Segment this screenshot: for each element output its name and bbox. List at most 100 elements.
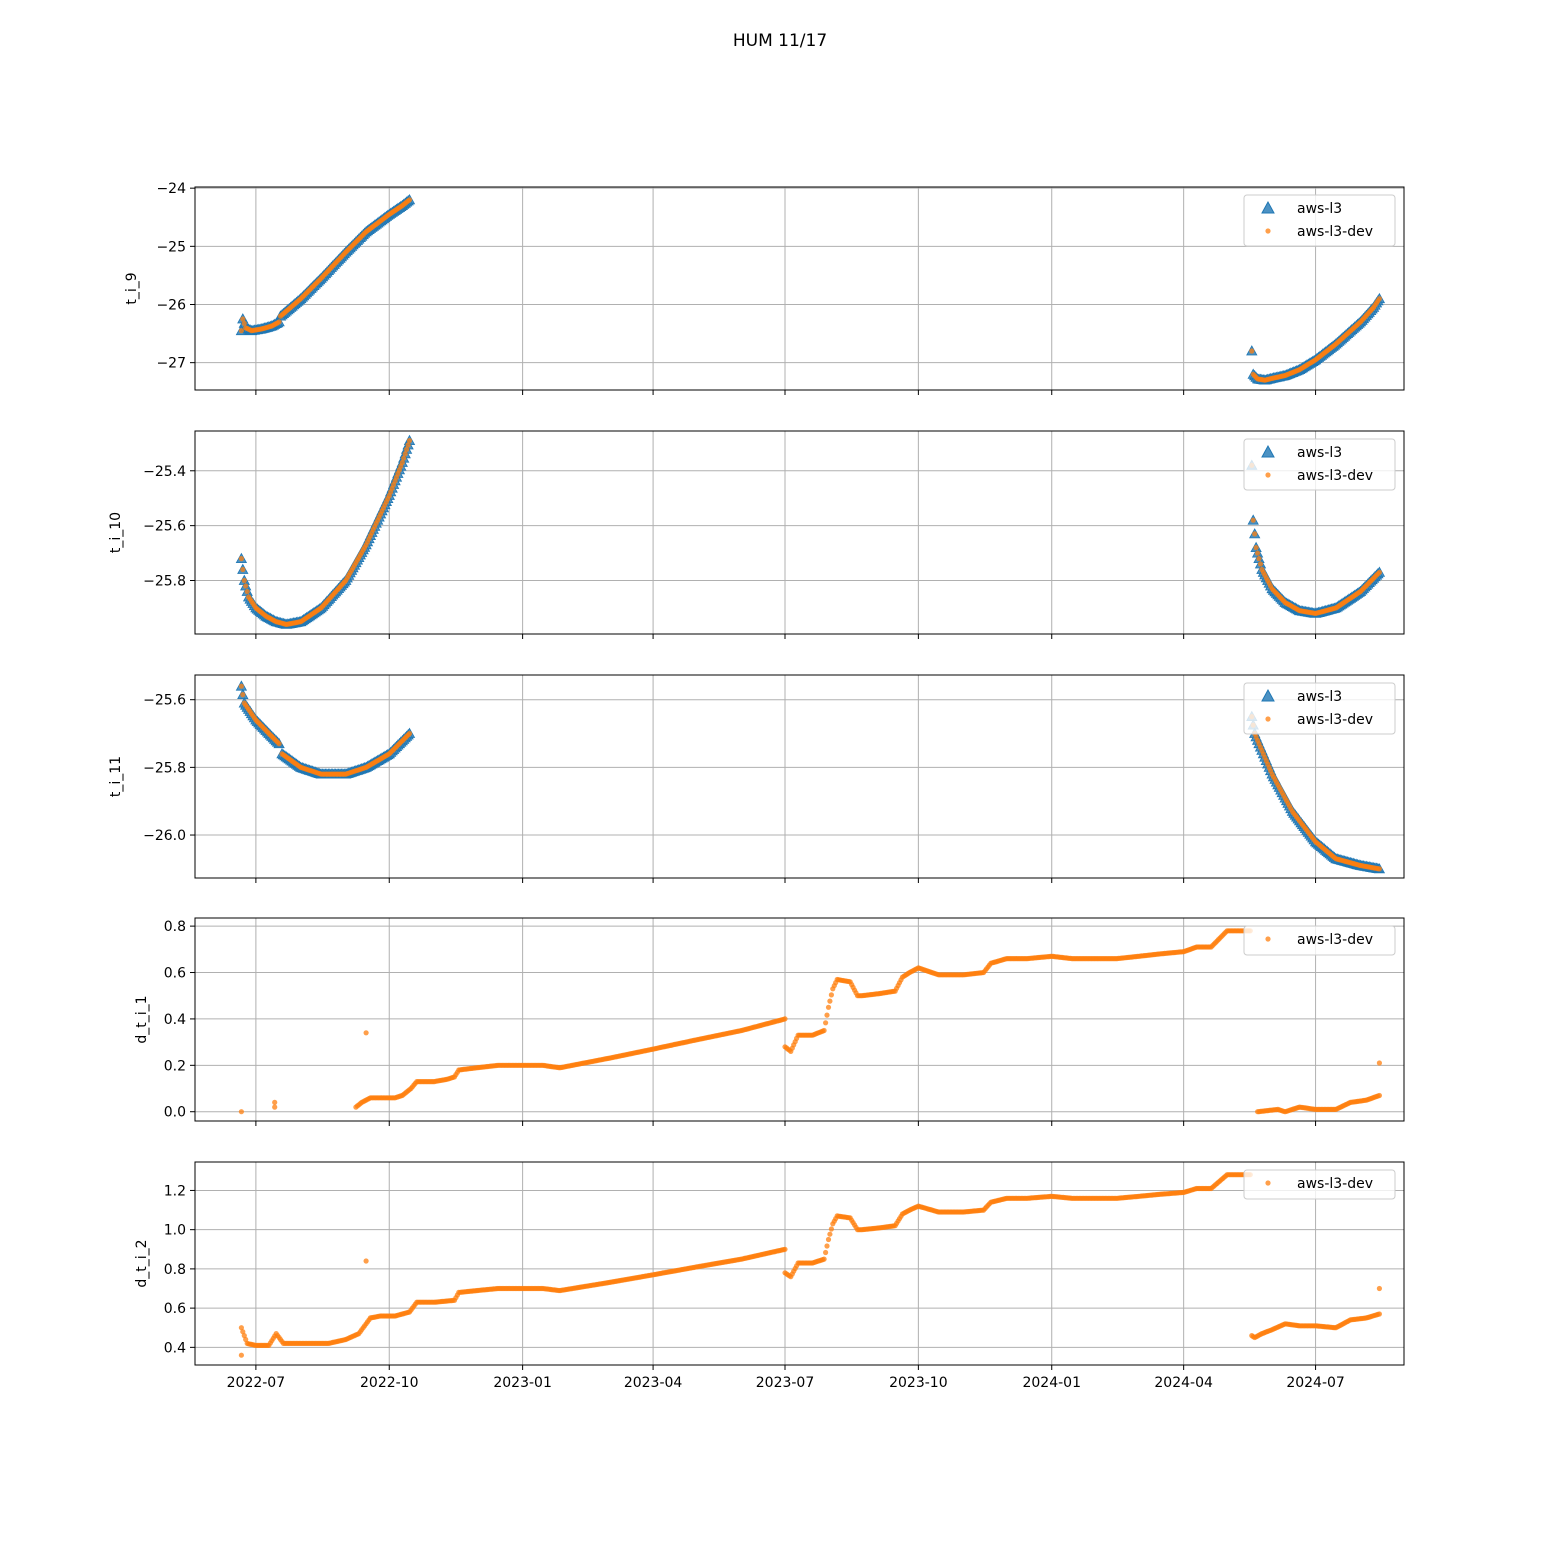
subplot-5: 2022-07 2022-10 2023-01 2023-04 2023-07 2023-… [134, 1161, 1405, 1391]
legend-label: aws-l3-dev [1297, 224, 1373, 240]
data-point [782, 1246, 788, 1252]
data-point [825, 1004, 832, 1010]
data-point [243, 583, 249, 589]
y-tick-label: −25.6 [143, 519, 186, 535]
data-point [241, 1333, 247, 1339]
plot-area [235, 193, 1386, 385]
data-point [240, 1329, 246, 1335]
y-tick-label: 0.6 [164, 966, 186, 982]
data-point [399, 459, 405, 466]
data-point [363, 1258, 369, 1264]
data-point [1249, 348, 1255, 354]
y-tick-label: 0.4 [164, 1340, 186, 1356]
legend-label: aws-l3 [1297, 445, 1342, 461]
legend-marker-dot [1265, 716, 1271, 722]
figure-title: HUM 11/17 [733, 31, 827, 51]
x-tick-label: 2023-07 [756, 1375, 815, 1391]
legend-marker-triangle [1261, 688, 1275, 702]
data-point [241, 320, 247, 326]
data-point [824, 1243, 830, 1249]
y-axis-label: t_i_9 [124, 272, 140, 304]
legend-label: aws-l3-dev [1297, 1176, 1373, 1192]
data-point [406, 730, 413, 737]
legend-label: aws-l3 [1297, 689, 1342, 705]
data-point [238, 1352, 244, 1358]
data-point [243, 1336, 249, 1343]
data-point [238, 556, 244, 562]
y-tick-label: −25.8 [143, 574, 186, 590]
y-tick-label: 1.2 [164, 1183, 186, 1199]
axes-frame [194, 430, 1405, 635]
plot-area [238, 928, 1382, 1115]
legend-label: aws-l3-dev [1297, 712, 1373, 728]
plot-area [238, 1172, 1382, 1358]
legend: aws-l3 aws-l3-dev [1243, 194, 1396, 247]
plot-area [235, 680, 1386, 874]
data-point [1256, 556, 1262, 562]
x-tick-label: 2023-10 [889, 1375, 948, 1391]
y-tick-label: 0.2 [164, 1058, 186, 1074]
y-tick-label: −26.0 [143, 828, 186, 844]
x-tick-label: 2024-07 [1286, 1375, 1345, 1391]
grid [195, 1162, 1404, 1365]
legend-box [1243, 1169, 1396, 1200]
data-point [1376, 1092, 1382, 1099]
y-tick-label: 0.4 [164, 1012, 186, 1028]
y-axis-label: d_t_i_1 [134, 995, 150, 1043]
data-point [276, 741, 282, 747]
data-point [405, 442, 411, 448]
grid [195, 431, 1404, 634]
data-point [363, 1030, 369, 1036]
legend-marker-triangle [1261, 444, 1275, 458]
y-tick-label: −27 [156, 356, 186, 372]
subplot-4: 0.0 0.2 0.4 0.6 0.8 d_t_i_1 aws-l3-dev [134, 917, 1405, 1126]
y-tick-label: 0.6 [164, 1301, 186, 1317]
data-point [821, 1027, 827, 1034]
y-tick-label: −25.4 [143, 464, 186, 480]
data-point [1376, 296, 1382, 302]
legend-label: aws-l3-dev [1297, 932, 1373, 948]
subplot-3: −26.0 −25.8 −25.6 t_i_11 aws-l3 aws-l3-dev [108, 674, 1405, 883]
subplot-2: −25.8 −25.6 −25.4 t_i_10 aws-l3 aws-l3-dev [108, 430, 1405, 639]
legend-box [1243, 438, 1396, 491]
data-point [272, 1099, 278, 1105]
data-point [244, 588, 250, 595]
data-point [828, 992, 835, 998]
y-axis-label: t_i_11 [108, 756, 124, 797]
data-point [1376, 569, 1382, 575]
data-point [241, 577, 247, 584]
data-point [782, 1016, 788, 1022]
data-point [276, 319, 282, 325]
axes-frame [194, 674, 1405, 879]
y-tick-label: −24 [156, 181, 186, 197]
y-tick-label: −25.6 [143, 693, 186, 709]
series-aws-l3-dev [238, 438, 1382, 628]
data-point [240, 316, 246, 322]
legend: aws-l3-dev [1243, 1169, 1396, 1200]
data-point [238, 328, 244, 334]
data-point [828, 1226, 835, 1232]
data-point [1252, 531, 1258, 537]
legend: aws-l3-dev [1243, 925, 1396, 956]
data-point [406, 438, 413, 444]
data-point [1250, 517, 1256, 523]
data-point [825, 1236, 832, 1243]
legend: aws-l3 aws-l3-dev [1243, 438, 1396, 491]
data-point [1376, 1311, 1382, 1317]
legend: aws-l3 aws-l3-dev [1243, 682, 1396, 735]
subplots: −27−26−25−24t_i_9aws-l3aws-l3-dev−25.8−2… [108, 181, 1405, 1391]
x-tick-label: 2024-01 [1022, 1375, 1081, 1391]
series-aws-l3-dev [238, 1172, 1382, 1358]
data-point [1255, 550, 1261, 556]
data-point [1376, 866, 1382, 872]
data-point [827, 998, 833, 1004]
y-tick-label: 1.0 [164, 1223, 186, 1239]
data-point [401, 455, 407, 461]
data-point-triangles [1246, 292, 1386, 385]
y-tick-label: 0.0 [164, 1105, 186, 1121]
plot-area [235, 434, 1386, 629]
legend-box [1243, 682, 1396, 735]
legend-marker-triangle [1261, 200, 1275, 214]
